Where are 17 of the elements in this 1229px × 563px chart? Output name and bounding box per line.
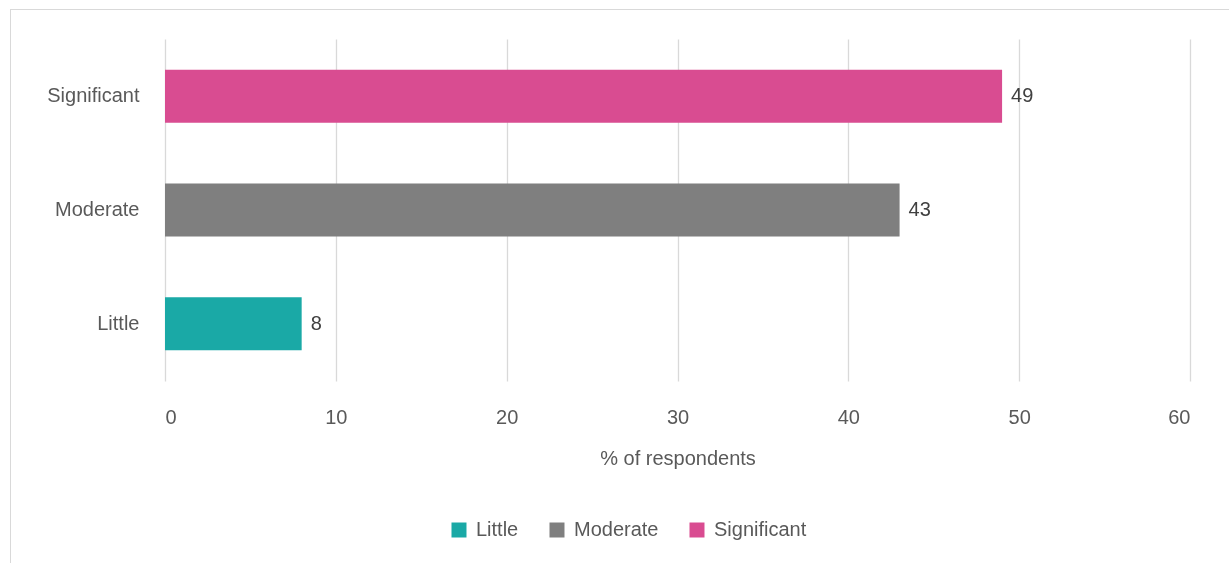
- x-tick-label: 10: [325, 405, 348, 428]
- y-tick-label: Significant: [47, 84, 140, 107]
- legend-label: Little: [475, 518, 519, 540]
- data-label: 49: [1011, 84, 1034, 107]
- data-label: 43: [908, 198, 931, 220]
- x-tick-label: 0: [165, 405, 177, 428]
- x-tick-label: 30: [666, 405, 690, 428]
- x-tick-label: 50: [1008, 405, 1031, 428]
- legend-label: Moderate: [573, 518, 659, 540]
- legend-label: Significant: [713, 518, 807, 540]
- x-axis-title: % of respondents: [600, 446, 756, 469]
- x-tick-label: 40: [837, 405, 860, 428]
- data-label: 8: [310, 311, 322, 334]
- y-tick-label: Little: [97, 311, 140, 334]
- x-tick-label: 60: [1168, 405, 1191, 428]
- x-tick-label: 20: [496, 405, 519, 428]
- y-tick-label: Moderate: [55, 198, 140, 220]
